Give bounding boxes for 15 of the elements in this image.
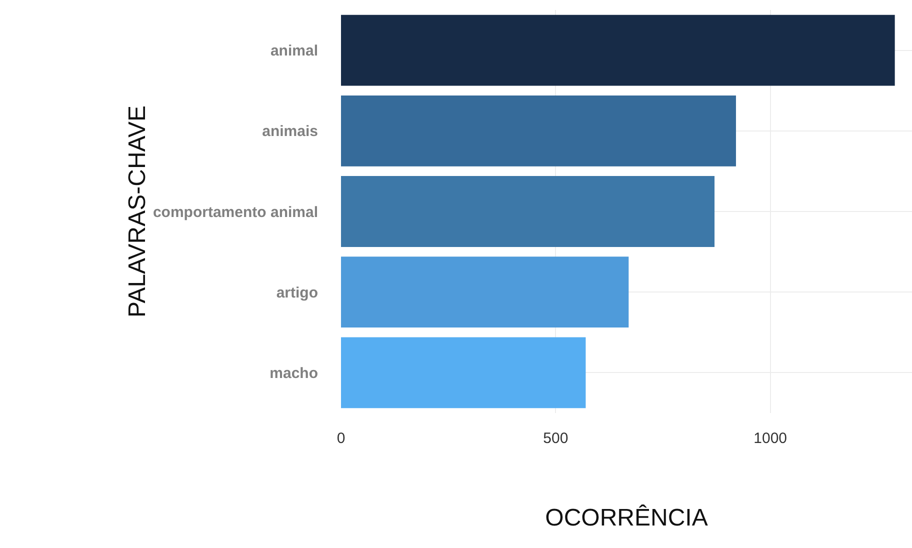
y-tick-label: animais xyxy=(262,123,318,140)
bar xyxy=(341,256,629,328)
y-tick-label: artigo xyxy=(276,284,318,302)
bar xyxy=(341,14,895,86)
y-tick-label: animal xyxy=(270,42,318,60)
x-tick-label: 500 xyxy=(543,430,568,447)
bar xyxy=(341,337,586,408)
bar xyxy=(341,95,736,166)
x-tick-label: 1000 xyxy=(754,430,788,447)
bar xyxy=(341,176,715,247)
x-axis-title: OCORRÊNCIA xyxy=(545,504,708,532)
y-axis-title: PALAVRAS-CHAVE xyxy=(124,105,152,318)
y-tick-label: comportamento animal xyxy=(152,204,318,221)
x-tick-label: 0 xyxy=(336,430,346,447)
y-tick-label: macho xyxy=(270,364,318,382)
